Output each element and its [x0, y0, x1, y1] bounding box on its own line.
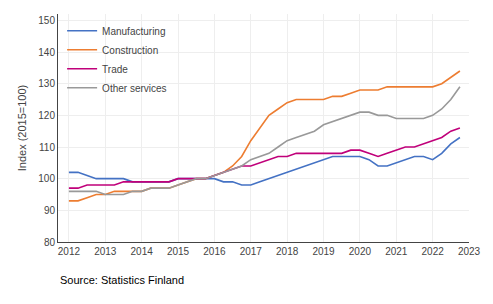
svg-text:80: 80	[44, 237, 56, 248]
svg-text:2013: 2013	[94, 246, 117, 257]
svg-text:110: 110	[39, 142, 55, 153]
svg-text:Index (2015=100): Index (2015=100)	[16, 85, 28, 172]
svg-text:Source: Statistics Finland: Source: Statistics Finland	[60, 274, 184, 286]
svg-text:Construction: Construction	[102, 45, 158, 56]
svg-text:2015: 2015	[167, 246, 190, 257]
svg-text:130: 130	[38, 78, 55, 89]
svg-text:2016: 2016	[203, 246, 226, 257]
svg-text:2022: 2022	[422, 246, 445, 257]
svg-text:150: 150	[38, 15, 55, 26]
svg-text:2020: 2020	[349, 246, 372, 257]
svg-text:100: 100	[38, 173, 55, 184]
svg-text:2023: 2023	[458, 246, 481, 257]
svg-text:140: 140	[38, 47, 55, 58]
svg-text:2021: 2021	[385, 246, 408, 257]
svg-text:2014: 2014	[131, 246, 154, 257]
svg-text:90: 90	[44, 205, 56, 216]
svg-text:2019: 2019	[312, 246, 335, 257]
svg-text:2012: 2012	[58, 246, 81, 257]
svg-text:Trade: Trade	[102, 64, 128, 75]
svg-text:Manufacturing: Manufacturing	[102, 26, 165, 37]
svg-text:2017: 2017	[240, 246, 263, 257]
svg-text:Other services: Other services	[102, 83, 166, 94]
svg-text:2018: 2018	[276, 246, 299, 257]
svg-text:120: 120	[38, 110, 55, 121]
